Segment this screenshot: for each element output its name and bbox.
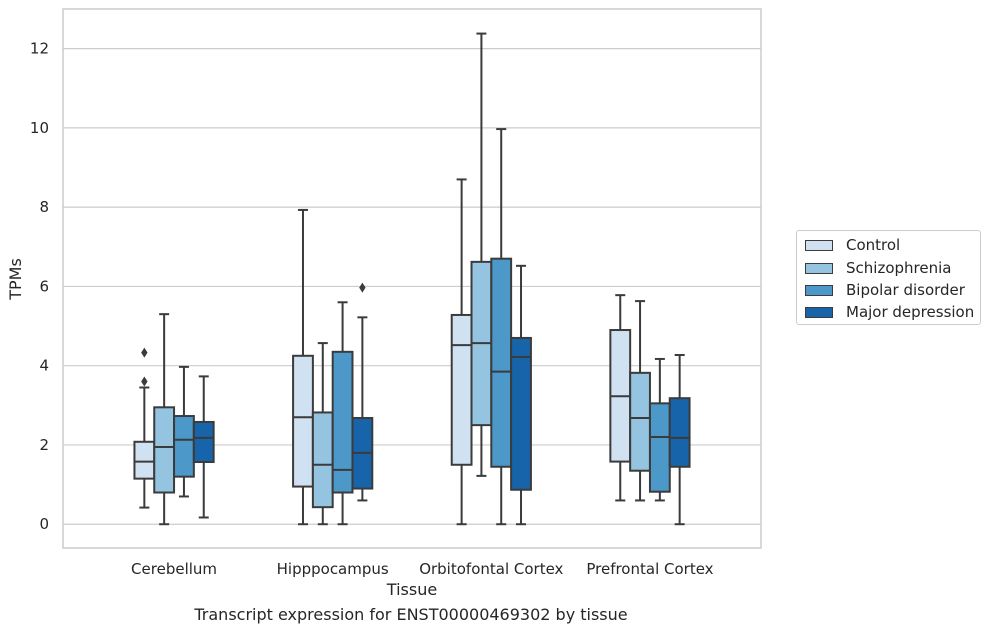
x-tick-label-hipppocampus: Hipppocampus [277, 560, 389, 578]
box-bipolar-disorder-hipppocampus [331, 301, 354, 526]
legend-label-major-depression: Major depression [846, 303, 975, 321]
legend-label-schizophrenia: Schizophrenia [846, 259, 952, 277]
box-control-hipppocampus [292, 208, 314, 526]
box-bipolar-disorder-cerebellum [173, 365, 195, 498]
legend-item-bipolar-disorder: Bipolar disorder [805, 280, 965, 300]
legend-label-control: Control [846, 236, 901, 254]
box-schizophrenia-hipppocampus-iqr [311, 411, 334, 509]
chart-caption: Transcript expression for ENST0000046930… [194, 605, 628, 624]
y-tick-label-2: 2 [39, 436, 49, 454]
box-schizophrenia-hipppocampus [311, 342, 334, 526]
x-axis-label: Tissue [386, 580, 437, 599]
box-control-cerebellum [133, 347, 156, 509]
box-control-cerebellum-iqr [133, 440, 156, 480]
box-major-depression-hipppocampus-outlier-0 [359, 282, 366, 293]
y-tick-label-0: 0 [39, 515, 49, 533]
box-major-depression-orbitofontal-cortex-iqr [510, 336, 532, 491]
y-tick-label-10: 10 [30, 119, 49, 137]
box-major-depression-orbitofontal-cortex [510, 264, 532, 526]
box-bipolar-disorder-prefrontal-cortex [648, 357, 671, 502]
box-schizophrenia-prefrontal-cortex-iqr [629, 371, 651, 472]
box-major-depression-cerebellum-iqr [192, 420, 215, 463]
legend-swatch-control [805, 239, 833, 251]
x-tick-labels: Cerebellum Hipppocampus Orbitofontal Corte… [131, 560, 714, 578]
y-tick-label-12: 12 [30, 40, 49, 58]
box-bipolar-disorder-orbitofontal-cortex [490, 128, 513, 526]
x-tick-label-cerebellum: Cerebellum [131, 560, 217, 578]
legend-item-major-depression: Major depression [805, 302, 974, 322]
legend-label-bipolar-disorder: Bipolar disorder [846, 281, 965, 299]
legend: Control Schizophrenia Bipolar disorder M… [796, 230, 981, 325]
box-bipolar-disorder-prefrontal-cortex-iqr [648, 402, 671, 493]
y-tick-labels: 0 2 4 6 8 10 12 [30, 40, 49, 534]
x-tick-label-orbitofontal-cortex: Orbitofontal Cortex [419, 560, 563, 578]
box-major-depression-hipppocampus [351, 282, 374, 502]
legend-item-control: Control [805, 235, 900, 255]
y-tick-label-8: 8 [39, 198, 49, 216]
box-control-orbitofontal-cortex [450, 178, 473, 526]
y-tick-label-4: 4 [39, 357, 49, 375]
legend-swatch-schizophrenia [805, 262, 833, 274]
box-bipolar-disorder-orbitofontal-cortex-iqr [490, 257, 513, 468]
box-major-depression-prefrontal-cortex [668, 353, 691, 526]
y-axis-label: TPMs [6, 258, 25, 301]
legend-item-schizophrenia: Schizophrenia [805, 258, 951, 278]
box-bipolar-disorder-cerebellum-iqr [173, 415, 195, 478]
box-control-prefrontal-cortex [609, 294, 632, 502]
box-plot-series [133, 32, 691, 526]
box-control-cerebellum-outlier-1 [141, 347, 148, 358]
box-control-hipppocampus-iqr [292, 354, 314, 488]
box-major-depression-prefrontal-cortex-iqr [668, 397, 691, 468]
box-major-depression-cerebellum [192, 375, 215, 519]
plot-area-frame [62, 8, 762, 549]
legend-swatch-bipolar-disorder [805, 284, 833, 296]
box-schizophrenia-cerebellum-iqr [153, 406, 176, 494]
box-schizophrenia-orbitofontal-cortex [470, 32, 493, 477]
y-tick-label-6: 6 [39, 277, 49, 295]
box-bipolar-disorder-hipppocampus-iqr [331, 350, 354, 494]
box-schizophrenia-cerebellum [153, 313, 176, 526]
legend-swatch-major-depression [805, 306, 833, 318]
box-control-cerebellum-outlier-0 [141, 376, 148, 387]
x-tick-label-prefrontal-cortex: Prefrontal Cortex [586, 560, 713, 578]
box-schizophrenia-prefrontal-cortex [629, 300, 651, 502]
box-control-orbitofontal-cortex-iqr [450, 313, 473, 466]
